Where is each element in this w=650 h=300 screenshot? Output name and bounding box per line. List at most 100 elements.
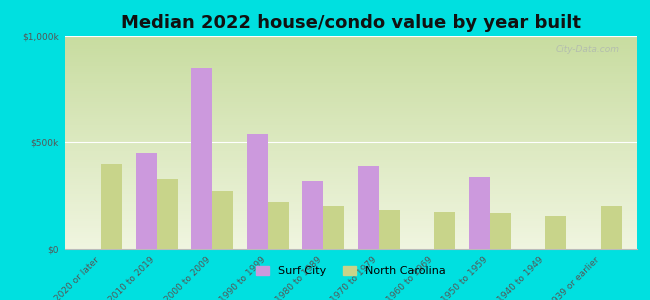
Bar (65, 208, 637, 211)
Bar (65, 185, 637, 187)
Title: Median 2022 house/condo value by year built: Median 2022 house/condo value by year bu… (121, 14, 581, 32)
Bar (65, 134, 637, 136)
Bar (65, 117, 637, 119)
Bar (65, 142, 637, 145)
Bar (65, 213, 637, 215)
Bar (65, 98, 637, 100)
Bar (65, 202, 637, 204)
Bar (379, 210, 400, 249)
Bar (65, 138, 637, 140)
Bar (601, 206, 622, 249)
Bar (302, 181, 323, 249)
Bar (65, 247, 637, 249)
Bar (65, 104, 637, 106)
Bar (65, 61, 637, 64)
Bar (65, 76, 637, 79)
Bar (268, 202, 289, 249)
Bar (65, 215, 637, 217)
Bar (65, 219, 637, 221)
Bar (65, 228, 637, 230)
Bar (65, 53, 637, 55)
Bar (65, 108, 637, 110)
Bar (65, 236, 637, 238)
Bar (65, 85, 637, 87)
Bar (65, 189, 637, 191)
Bar (65, 81, 637, 83)
Bar (65, 42, 637, 44)
Bar (65, 168, 637, 170)
Bar (65, 132, 637, 134)
Bar (65, 241, 637, 243)
Bar (65, 174, 637, 177)
Bar (65, 232, 637, 234)
Bar (65, 115, 637, 117)
Bar (65, 96, 637, 98)
Bar (65, 72, 637, 74)
Bar (65, 44, 637, 46)
Bar (65, 172, 637, 174)
Bar (65, 125, 637, 128)
Bar (65, 87, 637, 89)
Bar (65, 92, 637, 94)
Bar (65, 57, 637, 59)
Bar (65, 191, 637, 194)
Bar (65, 55, 637, 57)
Bar (65, 83, 637, 85)
Bar (65, 177, 637, 179)
Bar (65, 121, 637, 123)
Bar (65, 238, 637, 241)
Bar (65, 170, 637, 172)
Bar (65, 243, 637, 245)
Bar (136, 153, 157, 249)
Bar (65, 79, 637, 81)
Bar (65, 162, 637, 164)
Bar (65, 194, 637, 196)
Bar (65, 94, 637, 96)
Bar (65, 106, 637, 108)
Bar (469, 177, 490, 249)
Bar (65, 155, 637, 158)
Bar (65, 217, 637, 219)
Bar (191, 68, 212, 249)
Bar (65, 119, 637, 121)
Bar (65, 206, 637, 208)
Bar (65, 49, 637, 51)
Bar (65, 224, 637, 226)
Bar (490, 213, 511, 249)
Bar (65, 164, 637, 166)
Legend: Surf City, North Carolina: Surf City, North Carolina (252, 261, 450, 280)
Bar (65, 183, 637, 185)
Bar (65, 136, 637, 138)
Bar (101, 164, 122, 249)
Bar (65, 113, 637, 115)
Bar (65, 130, 637, 132)
Bar (65, 181, 637, 183)
Bar (65, 89, 637, 92)
Bar (65, 187, 637, 189)
Bar (65, 128, 637, 130)
Bar (65, 211, 637, 213)
Bar (65, 179, 637, 181)
Bar (65, 204, 637, 206)
Bar (157, 179, 177, 249)
Bar (358, 166, 379, 249)
Bar (65, 151, 637, 153)
Bar (65, 102, 637, 104)
Bar (65, 198, 637, 200)
Bar (323, 206, 345, 249)
Bar (65, 51, 637, 53)
Bar (65, 158, 637, 160)
Bar (65, 221, 637, 224)
Bar (65, 68, 637, 70)
Bar (434, 212, 456, 249)
Bar (65, 64, 637, 66)
Bar (65, 196, 637, 198)
Bar (65, 234, 637, 236)
Bar (65, 74, 637, 77)
Bar (65, 70, 637, 72)
Bar (246, 134, 268, 249)
Bar (65, 46, 637, 49)
Bar (65, 245, 637, 247)
Bar (65, 40, 637, 42)
Bar (65, 149, 637, 151)
